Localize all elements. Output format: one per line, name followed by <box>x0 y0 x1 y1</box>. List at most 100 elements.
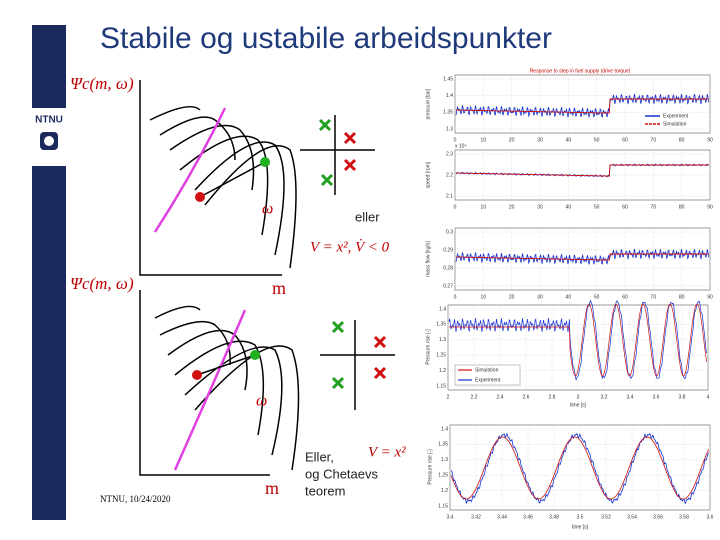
trace <box>456 98 709 114</box>
x-tick-label: 3.54 <box>627 514 637 520</box>
y-tick-label: 1.3 <box>439 337 446 343</box>
y-tick-label: 1.25 <box>436 353 446 359</box>
x-tick-label: 40 <box>566 137 572 143</box>
plot-frame <box>454 74 711 134</box>
speed-lines <box>154 305 300 471</box>
plot-frame <box>454 227 711 291</box>
x-tick-label: 20 <box>509 204 515 210</box>
y-tick-label: 2.1 <box>446 193 453 199</box>
x-tick-label: 40 <box>566 204 572 210</box>
trace <box>455 93 710 118</box>
x-tick-label: 50 <box>594 204 600 210</box>
x-tick-label: 3.4 <box>627 394 634 400</box>
y-label: Pressure rise [-] <box>425 329 431 365</box>
y-tick-label: 1.2 <box>439 368 446 374</box>
cross-marker <box>343 158 357 172</box>
y-tick-label: 1.45 <box>443 76 453 82</box>
operating-point-green <box>250 350 260 360</box>
x-tick-label: 30 <box>537 294 543 300</box>
x-label: time [s] <box>570 402 587 408</box>
y-tick-label: 1.35 <box>443 110 453 116</box>
x-tick-label: 50 <box>594 137 600 143</box>
x-tick-label: 70 <box>651 204 657 210</box>
x-tick-label: 90 <box>707 204 713 210</box>
formula: V = x² <box>368 444 406 460</box>
x-tick-label: 3.5 <box>577 514 584 520</box>
cross-marker <box>343 131 357 145</box>
plot-title: Response to step in fuel supply (drive t… <box>530 68 631 74</box>
y-tick-label: 0.29 <box>443 247 453 253</box>
cross-axes <box>300 115 375 195</box>
y-tick-label: 0.27 <box>443 283 453 289</box>
x-label: m <box>265 478 279 498</box>
trace <box>449 303 707 377</box>
x-tick-label: 0 <box>454 137 457 143</box>
cross-marker <box>331 376 345 390</box>
y-tick-label: 1.4 <box>441 426 448 432</box>
legend-entry: Experiment <box>475 377 501 383</box>
x-tick-label: 4 <box>707 394 710 400</box>
x-tick-label: 30 <box>537 137 543 143</box>
speed-label: ω <box>262 201 273 218</box>
between-text: eller <box>355 209 380 224</box>
x-tick-label: 3.58 <box>679 514 689 520</box>
y-label: speed [rpm] <box>425 161 431 188</box>
x-tick-label: 2.2 <box>471 394 478 400</box>
x-tick-label: 3.6 <box>653 394 660 400</box>
x-tick-label: 3.6 <box>707 514 714 520</box>
x-tick-label: 2 <box>447 394 450 400</box>
note-line: og Chetaevs <box>305 466 378 481</box>
logo-dot <box>44 136 54 146</box>
y-label: mass flow [kg/s] <box>425 241 431 277</box>
x-tick-label: 10 <box>481 204 487 210</box>
y-tick-label: 1.3 <box>441 457 448 463</box>
surge-line <box>153 107 227 233</box>
x-tick-label: 60 <box>622 137 628 143</box>
trace <box>456 253 709 261</box>
operating-point-green <box>260 157 270 167</box>
multiplier: x 10⁴ <box>455 143 467 149</box>
logo-text: NTNU <box>35 115 63 126</box>
cross-marker <box>373 366 387 380</box>
speed-label: ω <box>256 393 267 410</box>
x-tick-label: 50 <box>594 294 600 300</box>
axes <box>139 290 270 476</box>
y-label: Ψc(m, ω) <box>70 74 134 93</box>
cross-marker <box>373 335 387 349</box>
x-tick-label: 3.56 <box>653 514 663 520</box>
legend-entry: Simulation <box>663 121 687 127</box>
y-label: pressure [bar] <box>425 88 431 119</box>
trace <box>455 248 710 265</box>
x-label: time [s] <box>572 524 589 530</box>
surge-line <box>173 309 247 471</box>
x-tick-label: 3 <box>577 394 580 400</box>
x-tick-label: 40 <box>566 294 572 300</box>
x-tick-label: 10 <box>481 294 487 300</box>
y-label: Ψc(m, ω) <box>70 274 134 293</box>
x-tick-label: 90 <box>707 137 713 143</box>
x-tick-label: 3.42 <box>471 514 481 520</box>
y-tick-label: 1.25 <box>438 473 448 479</box>
speed-lines <box>149 105 297 269</box>
x-tick-label: 20 <box>509 294 515 300</box>
y-tick-label: 2.3 <box>446 151 453 157</box>
formula: V = x², V̇ < 0 <box>310 239 390 255</box>
x-tick-label: 3.46 <box>523 514 533 520</box>
y-tick-label: 1.15 <box>438 503 448 509</box>
y-tick-label: 1.15 <box>436 383 446 389</box>
x-tick-label: 3.4 <box>447 514 454 520</box>
x-tick-label: 80 <box>679 137 685 143</box>
trace <box>448 299 707 381</box>
legend-entry: Experiment <box>663 113 689 119</box>
x-tick-label: 60 <box>622 204 628 210</box>
y-tick-label: 0.28 <box>443 265 453 271</box>
y-tick-label: 1.4 <box>446 93 453 99</box>
x-tick-label: 3.8 <box>679 394 686 400</box>
note-line: Eller, <box>305 449 334 464</box>
x-tick-label: 2.8 <box>549 394 556 400</box>
operating-point-red <box>192 370 202 380</box>
x-tick-label: 3.52 <box>601 514 611 520</box>
x-tick-label: 2.4 <box>497 394 504 400</box>
y-tick-label: 0.3 <box>446 229 453 235</box>
axes <box>139 80 282 276</box>
